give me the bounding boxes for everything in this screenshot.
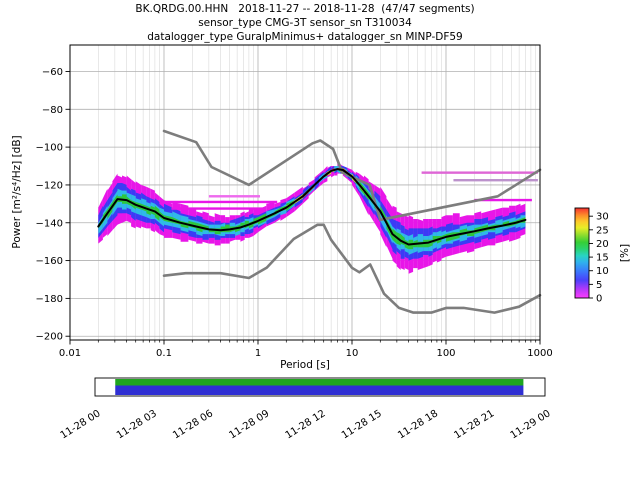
x-tick-label: 10 xyxy=(346,348,359,359)
grid xyxy=(69,45,541,340)
colorbar-tick-label: 0 xyxy=(596,294,602,305)
y-tick-label: −200 xyxy=(36,332,63,343)
psd-streak xyxy=(421,171,538,174)
chart-subtitle-datalogger: datalogger_type GuralpMinimus+ datalogge… xyxy=(147,31,463,43)
date-label: 11-29 00 xyxy=(509,408,553,441)
y-tick-label: −60 xyxy=(42,67,63,78)
date-label: 11-28 06 xyxy=(171,408,215,441)
y-tick-label: −120 xyxy=(36,180,63,191)
colorbar-tick-label: 10 xyxy=(596,266,609,277)
timeline-processed-band xyxy=(115,379,524,386)
chart-subtitle-sensor: sensor_type CMG-3T sensor_sn T310034 xyxy=(198,17,412,29)
date-label: 11-28 21 xyxy=(452,408,496,441)
axes: 0.01 0.1 1 10 100 1000 −60 −80 −100 −120 −140 −160 −… xyxy=(36,44,553,359)
colorbar-label: [%] xyxy=(619,244,631,262)
y-tick-label: −140 xyxy=(36,218,63,229)
colorbar-tick-label: 15 xyxy=(596,253,609,264)
plot-frame xyxy=(69,44,541,341)
nlnm-line xyxy=(162,223,542,314)
colorbar-tick-label: 25 xyxy=(596,225,609,236)
psd-band-yellow xyxy=(286,200,295,208)
y-axis-label: Power [m²/s⁴/Hz] [dB] xyxy=(11,135,23,248)
y-tick-label: −80 xyxy=(42,105,63,116)
psd-streak xyxy=(208,195,260,198)
colorbar-tick-label: 30 xyxy=(596,212,609,223)
colorbar-bar xyxy=(574,207,590,299)
colorbar: 0 5 10 15 20 25 30 xyxy=(574,207,609,305)
psd-streak xyxy=(159,200,278,204)
mean-psd-line xyxy=(97,168,527,246)
colorbar-tick-label: 5 xyxy=(596,280,602,291)
date-label: 11-28 15 xyxy=(340,408,384,441)
psd-band-green xyxy=(225,224,230,233)
date-label: 11-28 09 xyxy=(227,408,271,441)
chart-title: BK.QRDG.00.HHN 2018-11-27 -- 2018-11-28 … xyxy=(135,3,474,15)
timeline-bar: 11-28 00 11-28 03 11-28 06 11-28 09 11-28 12… xyxy=(59,377,553,441)
date-label: 11-28 12 xyxy=(284,408,328,441)
y-tick-label: −100 xyxy=(36,143,63,154)
x-axis-label: Period [s] xyxy=(280,359,330,371)
x-tick-label: 1000 xyxy=(527,348,552,359)
x-tick-label: 0.01 xyxy=(59,348,81,359)
colorbar-tick-label: 20 xyxy=(596,239,609,250)
y-tick-label: −160 xyxy=(36,256,63,267)
x-tick-label: 100 xyxy=(436,348,455,359)
x-tick-label: 0.1 xyxy=(156,348,172,359)
psd-streak xyxy=(453,179,538,182)
x-tick-label: 1 xyxy=(255,348,261,359)
date-label: 11-28 00 xyxy=(59,408,103,441)
y-tick-label: −180 xyxy=(36,294,63,305)
noise-model-lines xyxy=(97,129,542,314)
date-label: 11-28 03 xyxy=(115,408,159,441)
psd-streak xyxy=(474,198,532,202)
psd-streak xyxy=(171,207,266,210)
date-label: 11-28 18 xyxy=(396,408,440,441)
timeline-data-band xyxy=(115,385,524,395)
nhnm-line xyxy=(162,129,542,222)
